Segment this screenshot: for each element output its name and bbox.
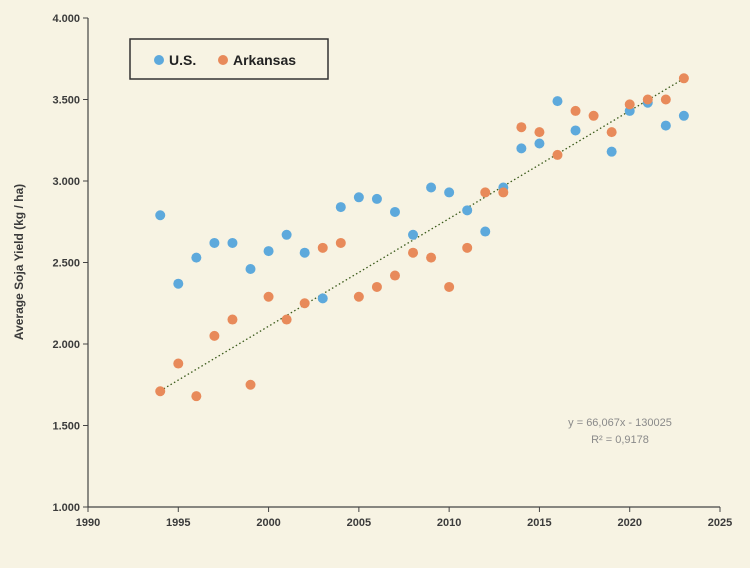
data-point-arkansas	[353, 291, 364, 302]
trendline	[159, 77, 685, 392]
legend-marker-us	[154, 55, 164, 65]
data-point-arkansas	[516, 122, 527, 133]
y-tick-label: 3.500	[52, 95, 80, 107]
data-point-us	[426, 182, 437, 193]
data-point-us	[389, 206, 400, 217]
data-point-us	[191, 252, 202, 263]
data-point-arkansas	[191, 391, 202, 402]
data-point-us	[317, 293, 328, 304]
y-axis-title: Average Soja Yield (kg / ha)	[12, 184, 26, 340]
data-point-us	[408, 229, 419, 240]
y-tick-label: 3.000	[52, 176, 80, 188]
data-point-arkansas	[570, 105, 581, 116]
data-point-us	[444, 187, 455, 198]
data-point-arkansas	[552, 149, 563, 160]
data-point-us	[245, 264, 256, 275]
data-point-arkansas	[335, 237, 346, 248]
data-point-arkansas	[371, 281, 382, 292]
data-point-us	[353, 192, 364, 203]
data-point-arkansas	[263, 291, 274, 302]
x-tick-label: 2025	[708, 517, 732, 529]
data-point-us	[678, 110, 689, 121]
trendline-r-squared: R² = 0,9178	[591, 434, 649, 446]
data-point-us	[660, 120, 671, 131]
data-point-arkansas	[606, 127, 617, 138]
legend-marker-arkansas	[218, 55, 228, 65]
x-tick-label: 2000	[256, 517, 280, 529]
data-point-us	[570, 125, 581, 136]
data-point-arkansas	[245, 379, 256, 390]
y-tick-label: 2.000	[52, 339, 80, 351]
data-point-arkansas	[642, 94, 653, 105]
x-tick-label: 1995	[166, 517, 190, 529]
data-point-us	[516, 143, 527, 154]
x-tick-label: 1990	[76, 517, 100, 529]
data-point-arkansas	[480, 187, 491, 198]
y-tick-label: 2.500	[52, 258, 80, 270]
data-point-arkansas	[624, 99, 635, 110]
data-point-arkansas	[227, 314, 238, 325]
data-point-us	[155, 210, 166, 221]
data-point-us	[227, 237, 238, 248]
x-tick-label: 2015	[527, 517, 551, 529]
data-point-us	[462, 205, 473, 216]
y-tick-label: 4.000	[52, 13, 80, 25]
data-point-us	[299, 247, 310, 258]
data-point-us	[371, 193, 382, 204]
data-point-arkansas	[534, 127, 545, 138]
trendline-layer	[159, 77, 685, 392]
data-point-us	[552, 96, 563, 107]
data-point-us	[480, 226, 491, 237]
x-tick-label: 2020	[617, 517, 641, 529]
legend-label-arkansas: Arkansas	[233, 52, 296, 68]
data-point-arkansas	[408, 247, 419, 258]
axes-layer: 1.000 1.500 2.000 2.500 3.000 3.500 4.000 1990 1…	[52, 13, 732, 529]
data-point-arkansas	[299, 298, 310, 309]
data-point-arkansas	[426, 252, 437, 263]
data-point-us	[209, 237, 220, 248]
data-point-arkansas	[209, 330, 220, 341]
data-point-us	[263, 246, 274, 257]
data-point-arkansas	[173, 358, 184, 369]
legend: U.S. Arkansas	[129, 38, 329, 80]
data-point-arkansas	[155, 386, 166, 397]
trendline-equation: y = 66,067x - 130025	[568, 417, 672, 429]
data-point-us	[534, 138, 545, 149]
data-point-us	[606, 146, 617, 157]
data-point-arkansas	[444, 281, 455, 292]
data-point-arkansas	[389, 270, 400, 281]
data-point-arkansas	[678, 73, 689, 84]
legend-label-us: U.S.	[169, 52, 196, 68]
data-point-us	[173, 278, 184, 289]
data-point-us	[335, 202, 346, 213]
data-point-arkansas	[660, 94, 671, 105]
data-points-layer	[155, 73, 689, 402]
y-tick-label: 1.500	[52, 421, 80, 433]
data-point-arkansas	[498, 187, 509, 198]
x-tick-label: 2005	[347, 517, 371, 529]
data-point-arkansas	[462, 242, 473, 253]
data-point-arkansas	[588, 110, 599, 121]
data-point-arkansas	[281, 314, 292, 325]
data-point-us	[281, 229, 292, 240]
data-point-arkansas	[317, 242, 328, 253]
x-tick-label: 2010	[437, 517, 461, 529]
y-tick-label: 1.000	[52, 502, 80, 514]
